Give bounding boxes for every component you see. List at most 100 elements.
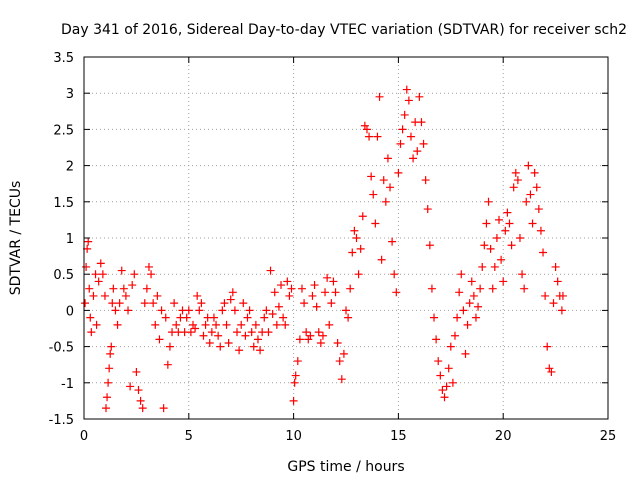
data-point (140, 299, 149, 308)
data-point (524, 161, 533, 170)
data-point (446, 342, 455, 351)
data-point (132, 367, 141, 376)
data-point (492, 234, 501, 242)
data-point (209, 313, 218, 322)
data-point (94, 277, 103, 286)
data-point (274, 302, 283, 311)
data-point (201, 320, 210, 329)
data-point (266, 266, 275, 275)
data-point (126, 382, 135, 391)
data-point (362, 125, 371, 134)
data-point (106, 349, 115, 358)
data-point (161, 313, 170, 322)
data-point (553, 277, 562, 286)
data-point (444, 364, 453, 373)
data-point (277, 281, 286, 290)
y-axis-label: SDTVAR / TECUs (8, 181, 24, 296)
data-point (484, 197, 493, 206)
data-point (170, 299, 179, 308)
data-point (205, 338, 214, 347)
data-point (214, 331, 223, 340)
data-point (469, 291, 478, 300)
data-point (82, 262, 91, 271)
data-point (224, 338, 233, 347)
data-point (325, 320, 334, 329)
data-point (386, 183, 395, 192)
data-point (290, 378, 299, 387)
y-tick-label: -0.5 (49, 341, 74, 356)
data-point (404, 96, 413, 105)
y-tick-label: 3 (66, 87, 74, 102)
data-point (128, 281, 137, 290)
data-point (321, 288, 330, 297)
chart-title: Day 341 of 2016, Sidereal Day-to-day VTE… (61, 22, 627, 38)
data-point (247, 328, 256, 337)
data-point (291, 371, 300, 380)
data-point (218, 306, 227, 315)
data-point (463, 320, 472, 329)
data-point (354, 270, 363, 279)
y-tick-label: 3.5 (53, 51, 74, 66)
data-point (365, 132, 374, 141)
data-point (388, 237, 397, 246)
data-point (230, 306, 239, 315)
data-point (465, 299, 474, 308)
data-point (497, 255, 506, 264)
data-point (268, 310, 277, 319)
data-point (253, 335, 262, 344)
data-point (142, 284, 151, 293)
data-point (333, 338, 342, 347)
data-point (243, 313, 252, 322)
data-point (262, 306, 271, 315)
data-point (557, 306, 566, 315)
data-point (163, 360, 172, 369)
data-point (515, 234, 524, 242)
data-point (310, 281, 319, 290)
data-point (541, 291, 550, 300)
data-point (323, 273, 332, 282)
data-point (390, 270, 399, 279)
data-point (103, 393, 112, 402)
data-point (249, 342, 258, 351)
data-point (507, 241, 516, 250)
data-point (149, 299, 158, 308)
data-point (482, 219, 491, 228)
data-point (436, 371, 445, 380)
data-point (84, 237, 93, 246)
data-point (509, 183, 518, 192)
data-point (534, 205, 543, 214)
data-point (530, 168, 539, 177)
data-point (283, 277, 292, 286)
data-point (212, 320, 221, 329)
x-axis-label: GPS time / hours (287, 459, 404, 475)
data-point (344, 313, 353, 322)
data-point (251, 320, 260, 329)
data-point (478, 262, 487, 271)
data-point (96, 259, 105, 268)
data-point (124, 306, 133, 315)
data-point (147, 270, 156, 279)
data-point (260, 313, 269, 322)
data-point (369, 190, 378, 199)
data-point (459, 306, 468, 315)
data-point (318, 331, 327, 340)
data-point (421, 176, 430, 185)
data-point (287, 284, 296, 293)
data-point (193, 291, 202, 300)
data-points (81, 85, 567, 413)
data-point (471, 313, 480, 322)
data-point (413, 147, 422, 156)
data-point (172, 320, 181, 329)
data-point (432, 335, 441, 344)
data-point (440, 393, 449, 402)
data-point (536, 226, 545, 235)
data-point (438, 386, 447, 395)
data-point (306, 331, 315, 340)
data-point (392, 288, 401, 297)
data-point (532, 183, 541, 192)
data-point (302, 328, 311, 337)
data-point (430, 313, 439, 322)
data-point (104, 378, 113, 387)
data-point (117, 266, 126, 275)
data-point (300, 299, 309, 308)
